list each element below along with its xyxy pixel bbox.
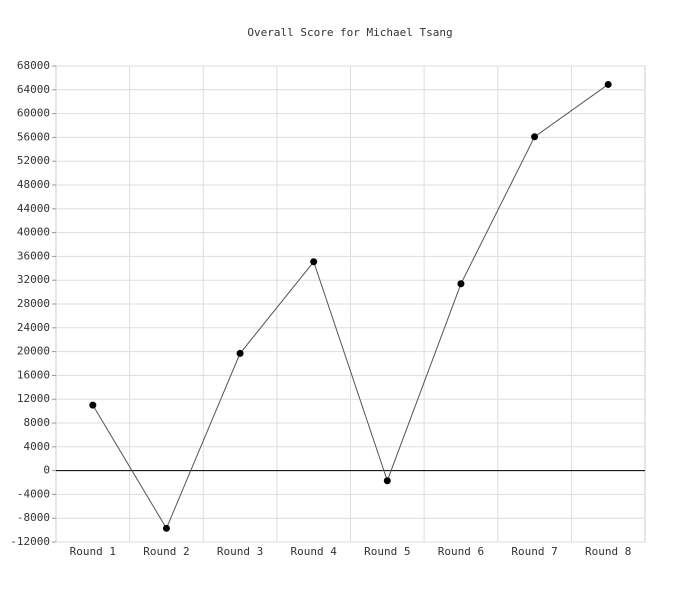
y-tick-label: -8000: [17, 511, 50, 524]
y-tick-label: 0: [43, 464, 50, 477]
y-tick-label: 32000: [17, 273, 50, 286]
data-point: [604, 80, 612, 88]
y-tick-label: -12000: [10, 535, 50, 548]
y-tick-label: 36000: [17, 249, 50, 262]
data-point: [457, 280, 465, 288]
x-tick-label: Round 1: [70, 545, 116, 558]
x-tick-label: Round 5: [364, 545, 410, 558]
data-point: [310, 258, 318, 266]
y-tick-label: 28000: [17, 297, 50, 310]
y-tick-label: 64000: [17, 83, 50, 96]
x-tick-label: Round 3: [217, 545, 263, 558]
x-tick-label: Round 7: [511, 545, 557, 558]
y-tick-label: 24000: [17, 321, 50, 334]
x-tick-label: Round 4: [291, 545, 338, 558]
data-point: [383, 477, 391, 485]
y-tick-label: 16000: [17, 368, 50, 381]
y-tick-label: 56000: [17, 130, 50, 143]
data-point: [162, 524, 170, 532]
chart-title: Overall Score for Michael Tsang: [247, 26, 452, 39]
data-point: [531, 133, 539, 141]
y-tick-label: 12000: [17, 392, 50, 405]
y-tick-label: 8000: [24, 416, 51, 429]
y-tick-label: 60000: [17, 107, 50, 120]
x-tick-label: Round 8: [585, 545, 631, 558]
series-line: [92, 84, 609, 530]
data-point: [89, 401, 97, 409]
y-tick-label: 48000: [17, 178, 50, 191]
y-tick-label: 52000: [17, 154, 50, 167]
x-tick-label: Round 2: [143, 545, 189, 558]
y-tick-label: -4000: [17, 487, 50, 500]
x-tick-label: Round 6: [438, 545, 484, 558]
y-tick-label: 44000: [17, 202, 50, 215]
y-tick-label: 68000: [17, 59, 50, 72]
data-point: [236, 349, 244, 357]
y-tick-label: 4000: [24, 440, 51, 453]
y-tick-label: 20000: [17, 345, 50, 358]
y-tick-label: 40000: [17, 226, 50, 239]
